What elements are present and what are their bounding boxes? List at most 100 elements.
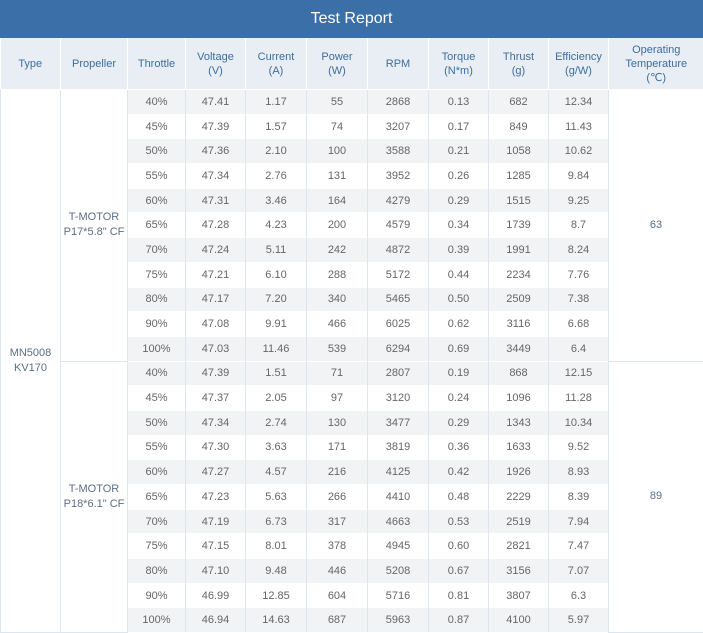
voltage-cell: 47.03 [185,335,246,362]
efficiency-cell: 12.34 [548,89,609,115]
header-current: Current (A) [245,38,307,90]
efficiency-cell: 11.28 [548,385,609,411]
throttle-cell: 90% [127,311,186,337]
header-efficiency: Efficiency (g/W) [548,38,609,90]
voltage-cell: 47.37 [185,385,246,411]
voltage-cell: 46.99 [185,582,246,608]
table-row: 70% 47.19 6.73 317 4663 0.53 2519 7.94 [1,508,703,534]
efficiency-cell: 7.38 [548,286,609,312]
rpm-cell: 3120 [367,385,429,411]
rpm-cell: 2807 [367,360,429,386]
current-cell: 4.57 [245,459,307,485]
power-cell: 100 [306,138,368,164]
rpm-cell: 3207 [367,113,429,139]
table-header: Type Propeller Throttle Voltage (V) Curre… [0,38,703,90]
efficiency-cell: 7.07 [548,558,609,584]
torque-cell: 0.81 [428,582,489,608]
efficiency-cell: 5.97 [548,607,609,633]
throttle-cell: 90% [127,582,186,608]
thrust-cell: 868 [488,360,549,386]
power-cell: 539 [306,335,368,362]
torque-cell: 0.62 [428,311,489,337]
thrust-cell: 2229 [488,484,549,510]
table-row: 75% 47.21 6.10 288 5172 0.44 2234 7.76 [1,261,703,287]
throttle-cell: 65% [127,212,186,238]
efficiency-cell: 10.62 [548,138,609,164]
rpm-cell: 3952 [367,163,429,189]
torque-cell: 0.44 [428,261,489,287]
torque-cell: 0.67 [428,558,489,584]
current-cell: 8.01 [245,533,307,559]
rpm-cell: 4410 [367,484,429,510]
voltage-cell: 47.10 [185,558,246,584]
throttle-cell: 60% [127,187,186,213]
current-cell: 14.63 [245,607,307,633]
torque-cell: 0.69 [428,335,489,362]
throttle-cell: 80% [127,286,186,312]
table-row: 60% 47.31 3.46 164 4279 0.29 1515 9.25 [1,187,703,213]
thrust-cell: 3116 [488,311,549,337]
efficiency-cell: 8.93 [548,459,609,485]
torque-cell: 0.39 [428,237,489,263]
efficiency-cell: 7.47 [548,533,609,559]
table-row: 55% 47.30 3.63 171 3819 0.36 1633 9.52 [1,434,703,460]
thrust-cell: 1285 [488,163,549,189]
header-throttle: Throttle [127,38,186,90]
table-row: 55% 47.34 2.76 131 3952 0.26 1285 9.84 [1,163,703,189]
current-cell: 2.76 [245,163,307,189]
current-cell: 2.10 [245,138,307,164]
thrust-cell: 1991 [488,237,549,263]
thrust-cell: 2509 [488,286,549,312]
voltage-cell: 47.39 [185,113,246,139]
voltage-cell: 47.17 [185,286,246,312]
power-cell: 378 [306,533,368,559]
voltage-cell: 47.31 [185,187,246,213]
throttle-cell: 70% [127,508,186,534]
voltage-cell: 47.34 [185,409,246,436]
thrust-cell: 1926 [488,459,549,485]
rpm-cell: 5172 [367,261,429,287]
thrust-cell: 3807 [488,582,549,608]
voltage-cell: 47.30 [185,434,246,460]
header-torque: Torque (N*m) [428,38,489,90]
torque-cell: 0.29 [428,187,489,213]
table-row: 80% 47.17 7.20 340 5465 0.50 2509 7.38 [1,286,703,312]
rpm-cell: 4279 [367,187,429,213]
propeller-label: P17*5.8" CF [63,226,125,239]
table-row: 100% 46.94 14.63 687 5963 0.87 4100 5.97 [1,607,703,633]
type-label: KV170 [13,361,48,374]
throttle-cell: 70% [127,237,186,263]
throttle-cell: 100% [127,335,186,362]
table-row: 65% 47.28 4.23 200 4579 0.34 1739 8.7 [1,212,703,238]
torque-cell: 0.24 [428,385,489,411]
test-report-table: Type Propeller Throttle Voltage (V) Curre… [0,38,703,633]
power-cell: 687 [306,607,368,633]
throttle-cell: 75% [127,533,186,559]
power-cell: 74 [306,113,368,139]
torque-cell: 0.53 [428,508,489,534]
thrust-cell: 2821 [488,533,549,559]
temperature-cell: 63 [608,89,703,362]
thrust-cell: 682 [488,89,549,115]
header-rpm: RPM [367,38,429,90]
current-cell: 7.20 [245,286,307,312]
table-row: 65% 47.23 5.63 266 4410 0.48 2229 8.39 [1,484,703,510]
voltage-cell: 47.27 [185,459,246,485]
thrust-cell: 1096 [488,385,549,411]
power-cell: 317 [306,508,368,534]
power-cell: 266 [306,484,368,510]
current-cell: 1.57 [245,113,307,139]
power-cell: 288 [306,261,368,287]
type-cell: MN5008 KV170 [0,89,61,633]
header-power: Power (W) [306,38,368,90]
header-voltage: Voltage (V) [185,38,246,90]
current-cell: 2.74 [245,409,307,436]
table-row: 75% 47.15 8.01 378 4945 0.60 2821 7.47 [1,533,703,559]
torque-cell: 0.36 [428,434,489,460]
rpm-cell: 2868 [367,89,429,115]
efficiency-cell: 8.24 [548,237,609,263]
torque-cell: 0.17 [428,113,489,139]
thrust-cell: 1515 [488,187,549,213]
power-cell: 604 [306,582,368,608]
